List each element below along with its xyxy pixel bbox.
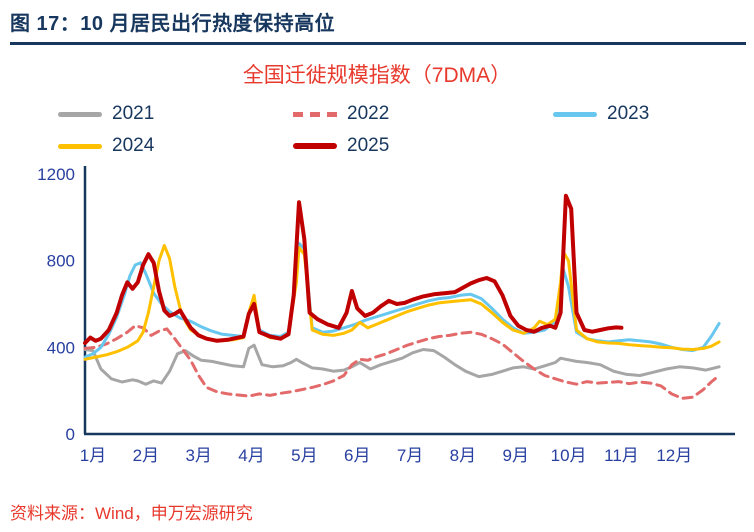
series-line-2025 xyxy=(83,193,624,345)
legend-item-2022: 2022 xyxy=(293,103,553,125)
header-divider xyxy=(10,42,746,45)
x-tick-label: 10月 xyxy=(551,446,587,465)
y-tick-label: 1200 xyxy=(37,165,75,184)
y-tick-label: 800 xyxy=(47,252,75,271)
legend-item-2023: 2023 xyxy=(553,103,723,125)
chart-title: 全国迁徙规模指数（7DMA） xyxy=(242,64,512,87)
legend-label-2023: 2023 xyxy=(607,103,650,124)
x-tick-label: 3月 xyxy=(185,446,211,465)
x-tick-label: 2月 xyxy=(133,446,159,465)
x-tick-label: 12月 xyxy=(656,446,692,465)
chart-area: 0 400 800 1200 1月 2月 3月 4月 5月 6月 7月 8月 9月 10月 11月 12月 xyxy=(0,159,754,486)
x-tick-label: 11月 xyxy=(604,446,639,465)
legend-swatch-2025 xyxy=(293,143,337,149)
figure-header: 图 17：10 月居民出行热度保持高位 xyxy=(0,0,754,45)
legend-item-2021: 2021 xyxy=(58,103,293,125)
series-line-2024 xyxy=(83,244,721,361)
x-tick-label: 1月 xyxy=(80,446,106,465)
x-tick-label: 5月 xyxy=(291,446,317,465)
legend-item-2024: 2024 xyxy=(58,135,293,157)
legend-label-2022: 2022 xyxy=(347,103,390,124)
legend-swatch-2023 xyxy=(553,111,597,117)
migration-index-line-chart: 0 400 800 1200 1月 2月 3月 4月 5月 6月 7月 8月 9月 10月 11月 12月 xyxy=(37,165,735,465)
legend-swatch-2022 xyxy=(293,111,337,117)
legend-label-2021: 2021 xyxy=(112,103,155,124)
source-note: 资料来源：Wind，申万宏源研究 xyxy=(10,504,253,523)
x-tick-label: 8月 xyxy=(450,446,476,465)
x-tick-label: 6月 xyxy=(344,446,370,465)
legend-item-2025: 2025 xyxy=(293,135,553,157)
x-tick-label: 7月 xyxy=(397,446,423,465)
series-line-2021 xyxy=(83,343,721,386)
series-line-2023 xyxy=(83,241,721,359)
legend-label-2025: 2025 xyxy=(347,135,390,156)
series-line-2022 xyxy=(83,324,721,400)
legend-label-2024: 2024 xyxy=(112,135,155,156)
x-tick-label: 9月 xyxy=(503,446,529,465)
x-tick-label: 4月 xyxy=(238,446,264,465)
legend-swatch-2024 xyxy=(58,143,102,149)
figure-title: 图 17：10 月居民出行热度保持高位 xyxy=(10,13,336,35)
y-tick-label: 0 xyxy=(66,425,75,444)
y-tick-label: 400 xyxy=(47,338,75,357)
chart-legend: 2021 2022 2023 2024 2025 xyxy=(58,103,754,157)
legend-swatch-2021 xyxy=(58,111,102,117)
